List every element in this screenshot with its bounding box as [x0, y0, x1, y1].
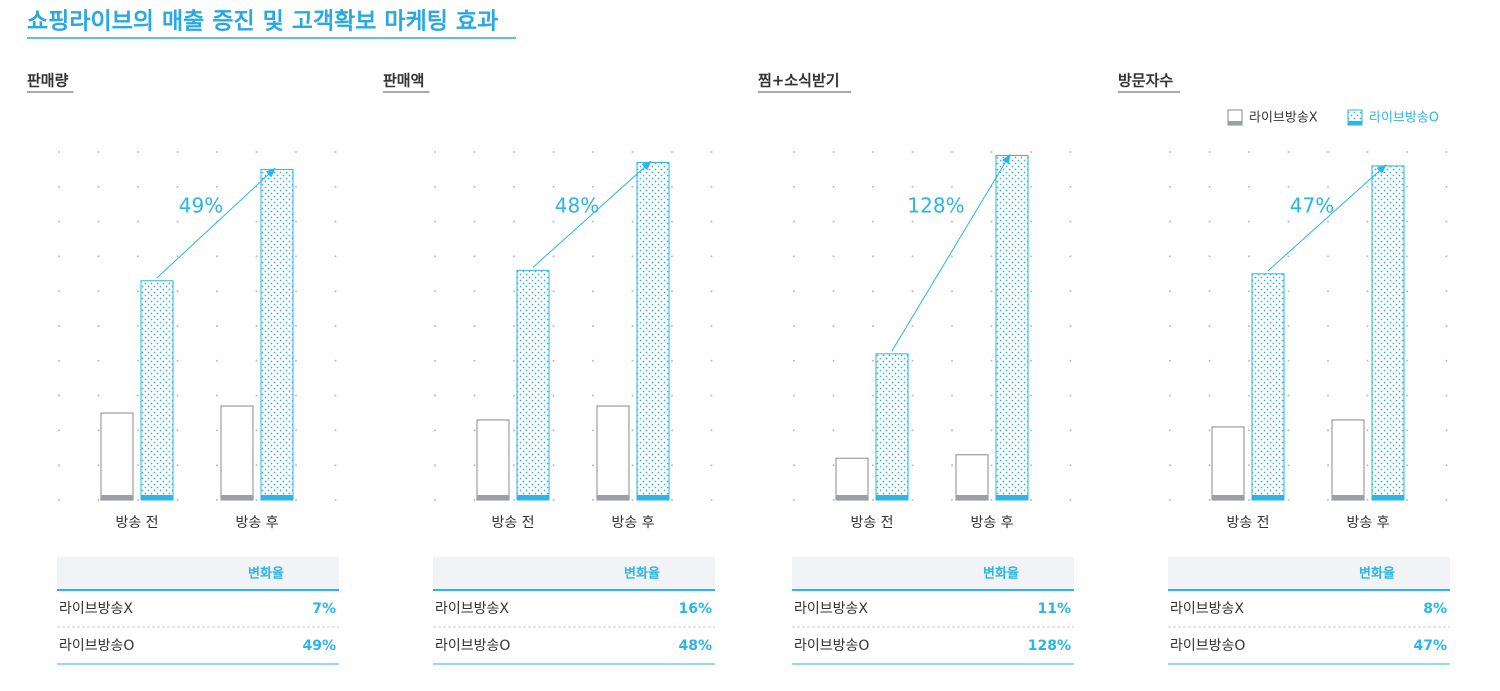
table-row-label: 라이브방송X [794, 601, 868, 617]
bar-base [637, 495, 669, 500]
bar-base [477, 495, 509, 500]
x-tick-label: 방송 후 [235, 515, 278, 531]
table-change: 49% [302, 638, 336, 654]
legend-label: 라이브방송O [1369, 111, 1439, 126]
table-change: 128% [1028, 638, 1071, 654]
change-annotation: 48% [555, 194, 599, 218]
bar [1371, 165, 1405, 501]
table-change: 7% [312, 601, 336, 617]
table-header: 변화율 [624, 566, 660, 582]
table-row-label: 라이브방송O [435, 638, 510, 654]
change-annotation: 47% [1290, 194, 1334, 218]
bar-base [876, 495, 908, 500]
bar-base [141, 495, 173, 500]
table-change: 11% [1037, 601, 1071, 617]
x-tick-label: 방송 후 [970, 515, 1013, 531]
change-arrow [156, 167, 276, 279]
table-header-bg [792, 557, 1074, 590]
table-row-label: 라이브방송O [59, 638, 134, 654]
table-row-label: 라이브방송X [1170, 601, 1244, 617]
x-tick-label: 방송 전 [491, 515, 534, 531]
bar-base [597, 495, 629, 500]
legend-swatch-base [1348, 121, 1362, 125]
bar [220, 405, 254, 501]
table-change: 8% [1423, 601, 1447, 617]
bar [835, 457, 869, 501]
bar-base [996, 495, 1028, 500]
x-tick-label: 방송 후 [611, 515, 654, 531]
table-header-bg [1168, 557, 1450, 590]
change-arrow [1267, 164, 1387, 272]
legend-swatch-base [1228, 121, 1242, 125]
bar [1331, 419, 1365, 501]
bar-base [101, 495, 133, 500]
table-row-label: 라이브방송X [435, 601, 509, 617]
chart-title: 판매량 [27, 72, 69, 90]
bar-base [956, 495, 988, 500]
bar [1211, 426, 1245, 501]
change-arrow [532, 160, 652, 268]
bar-base [517, 495, 549, 500]
legend-label: 라이브방송X [1249, 111, 1318, 126]
table-header: 변화율 [983, 566, 1019, 582]
bar [140, 280, 174, 501]
bar [875, 353, 909, 501]
bar [1251, 273, 1285, 501]
table-header-bg [57, 557, 339, 590]
bar [955, 454, 989, 501]
chart-title: 방문자수 [1118, 72, 1173, 90]
table-change: 47% [1413, 638, 1447, 654]
bar-base [221, 495, 253, 500]
bar-base [836, 495, 868, 500]
x-tick-label: 방송 전 [115, 515, 158, 531]
table-change: 48% [678, 638, 712, 654]
bar-base [261, 495, 293, 500]
chart-title: 찜+소식받기 [758, 72, 840, 90]
bar [260, 168, 294, 501]
bar-base [1252, 495, 1284, 500]
table-row-label: 라이브방송X [59, 601, 133, 617]
change-arrow [891, 153, 1011, 352]
chart-title: 판매액 [383, 72, 424, 90]
table-change: 16% [678, 601, 712, 617]
bar-base [1372, 495, 1404, 500]
bar [596, 405, 630, 501]
x-tick-label: 방송 전 [850, 515, 893, 531]
table-row-label: 라이브방송O [1170, 638, 1245, 654]
x-tick-label: 방송 전 [1226, 515, 1269, 531]
table-header: 변화율 [1359, 566, 1395, 582]
x-tick-label: 방송 후 [1346, 515, 1389, 531]
table-header-bg [433, 557, 715, 590]
bar [100, 412, 134, 501]
table-row-label: 라이브방송O [794, 638, 869, 654]
bar [995, 154, 1029, 501]
bar [516, 269, 550, 501]
bar-base [1332, 495, 1364, 500]
change-annotation: 49% [179, 194, 223, 218]
change-annotation: 128% [907, 194, 964, 218]
table-header: 변화율 [248, 566, 284, 582]
bar-base [1212, 495, 1244, 500]
bar [636, 161, 670, 501]
bar [476, 419, 510, 501]
page-title: 쇼핑라이브의 매출 증진 및 고객확보 마케팅 효과 [27, 9, 498, 35]
